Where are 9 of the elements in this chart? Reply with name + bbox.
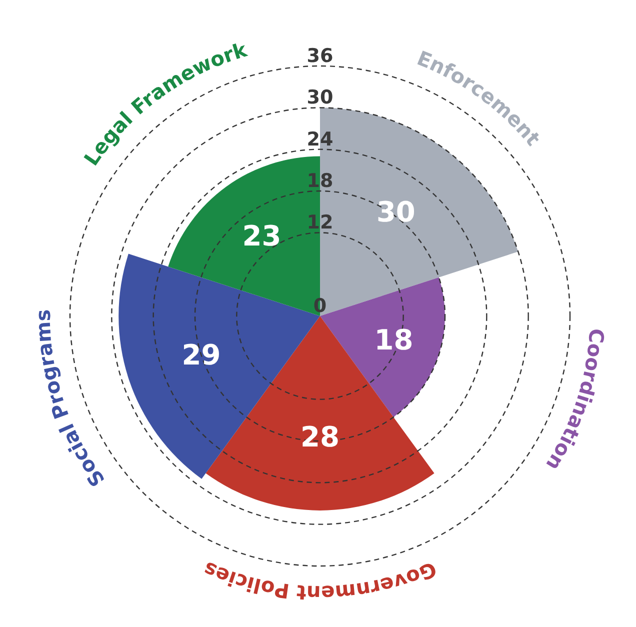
data-label: 29 — [182, 338, 221, 372]
data-label: 30 — [376, 195, 416, 228]
data-label: 28 — [300, 420, 340, 454]
text: 12 — [306, 212, 334, 234]
text: 36 — [306, 45, 334, 67]
text: 0 — [313, 295, 327, 317]
data-label: 23 — [242, 220, 282, 253]
data-label: 18 — [374, 324, 414, 357]
text: 30 — [306, 86, 334, 109]
